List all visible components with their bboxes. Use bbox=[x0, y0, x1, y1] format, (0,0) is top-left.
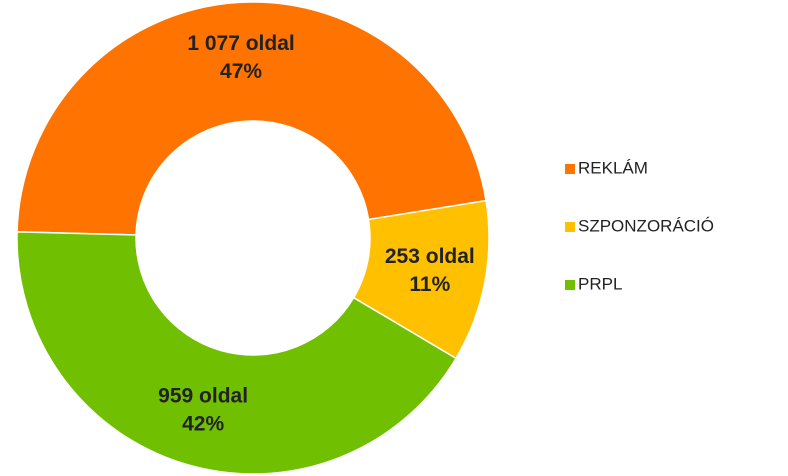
percent-label: 42% bbox=[182, 412, 224, 435]
legend-label: REKLÁM bbox=[578, 158, 648, 177]
donut-slice bbox=[16, 1, 487, 236]
legend-swatch bbox=[565, 222, 575, 232]
legend-swatch bbox=[565, 164, 575, 174]
data-label: 253 oldal bbox=[385, 245, 475, 268]
data-label: 1 077 oldal bbox=[187, 32, 294, 55]
percent-label: 47% bbox=[220, 60, 262, 83]
legend-label: PRPL bbox=[578, 274, 622, 293]
data-label: 959 oldal bbox=[158, 384, 248, 407]
legend-swatch bbox=[565, 280, 575, 290]
donut-slice bbox=[16, 231, 458, 475]
legend-label: SZPONZORÁCIÓ bbox=[578, 216, 714, 235]
percent-label: 11% bbox=[409, 273, 450, 296]
